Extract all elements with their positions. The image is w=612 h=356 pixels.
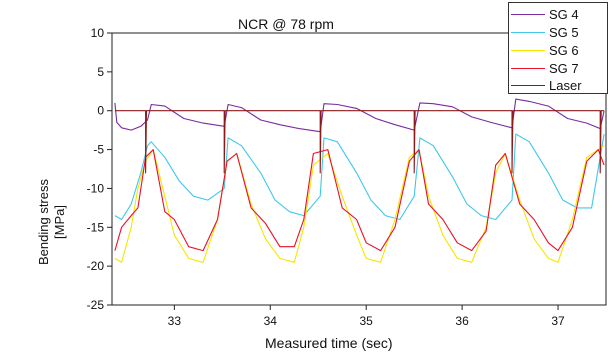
x-tick-label: 37 xyxy=(551,314,565,328)
y-axis-label-line-1: Bending stress xyxy=(36,179,51,265)
axis-ticks: 33 34 35 36 37 -25 -20 -15 -10 -5 0 5 10 xyxy=(87,26,565,328)
legend-label-sg6: SG 6 xyxy=(549,42,579,58)
legend-label-sg4: SG 4 xyxy=(549,6,579,22)
x-tick-label: 35 xyxy=(360,314,374,328)
x-tick-label: 36 xyxy=(455,314,469,328)
legend-swatch-sg5 xyxy=(511,31,545,33)
x-tick-label: 34 xyxy=(264,314,278,328)
chart-title: NCR @ 78 rpm xyxy=(238,16,334,32)
legend: SG 4 SG 5 SG 6 SG 7 Laser xyxy=(508,2,608,94)
y-tick-label: 10 xyxy=(91,26,105,40)
y-axis-label: Bending stress [MPa] xyxy=(36,162,68,282)
x-tick-label: 33 xyxy=(168,314,182,328)
legend-label-sg7: SG 7 xyxy=(549,60,579,76)
legend-item-sg4: SG 4 xyxy=(511,5,579,23)
legend-item-sg5: SG 5 xyxy=(511,23,579,41)
series-line-laser xyxy=(114,110,605,174)
series-lines xyxy=(114,98,605,263)
plot-frame xyxy=(111,32,607,306)
legend-swatch-sg6 xyxy=(511,49,545,51)
y-axis-label-line-2: [MPa] xyxy=(52,205,67,239)
legend-swatch-sg4 xyxy=(511,13,545,15)
y-tick-label: 5 xyxy=(97,65,104,79)
y-tick-label: 0 xyxy=(97,104,104,118)
legend-label-laser: Laser xyxy=(549,77,582,93)
y-tick-label: -20 xyxy=(87,259,105,273)
y-tick-label: -10 xyxy=(87,181,105,195)
x-axis-label: Measured time (sec) xyxy=(265,335,393,351)
legend-label-sg5: SG 5 xyxy=(549,24,579,40)
legend-item-sg7: SG 7 xyxy=(511,59,579,77)
series-line-sg-4 xyxy=(114,98,605,133)
legend-swatch-laser xyxy=(511,84,545,86)
y-tick-label: -25 xyxy=(87,298,105,312)
y-tick-label: -5 xyxy=(93,143,104,157)
legend-item-laser: Laser xyxy=(511,76,582,94)
series-line-sg-7 xyxy=(114,149,605,252)
legend-swatch-sg7 xyxy=(511,67,545,69)
legend-item-sg6: SG 6 xyxy=(511,41,579,59)
y-tick-label: -15 xyxy=(87,220,105,234)
series-line-sg-5 xyxy=(114,133,605,221)
